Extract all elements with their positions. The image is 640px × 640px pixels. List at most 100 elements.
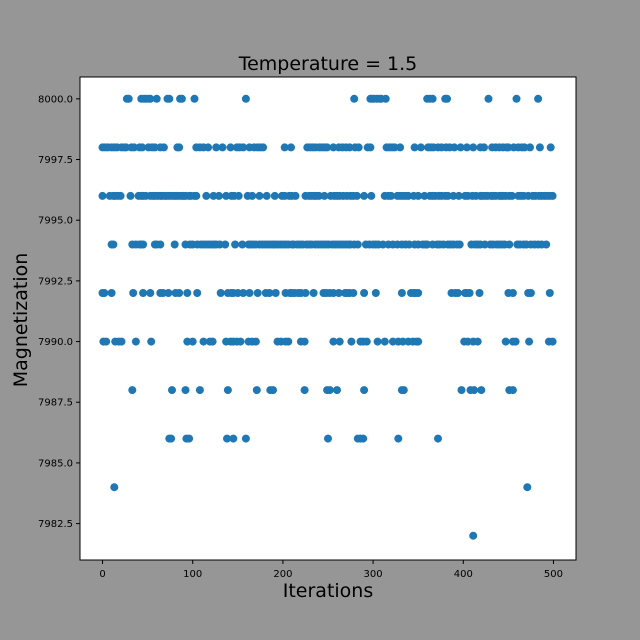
data-point bbox=[270, 191, 279, 200]
data-point bbox=[366, 143, 375, 152]
data-point bbox=[454, 191, 463, 200]
data-point bbox=[542, 240, 551, 249]
data-point bbox=[508, 289, 517, 297]
y-tick-label: 7985.0 bbox=[38, 458, 73, 469]
data-point bbox=[165, 94, 174, 103]
data-point bbox=[164, 289, 173, 297]
data-point bbox=[291, 191, 300, 200]
x-axis-ticks: 0 100 200 300 400 500 bbox=[99, 560, 563, 580]
data-point bbox=[156, 240, 165, 249]
data-point bbox=[216, 289, 225, 297]
data-point bbox=[223, 434, 231, 443]
data-point bbox=[241, 94, 250, 103]
data-point bbox=[473, 337, 482, 346]
data-point bbox=[229, 434, 238, 443]
data-point bbox=[168, 386, 176, 395]
data-point bbox=[252, 386, 261, 395]
y-tick-label: 7997.5 bbox=[38, 155, 73, 166]
data-point bbox=[193, 289, 202, 297]
data-point bbox=[271, 289, 280, 297]
data-point bbox=[360, 386, 369, 395]
data-point bbox=[548, 337, 557, 346]
data-point bbox=[221, 240, 230, 249]
data-point bbox=[223, 386, 232, 395]
y-tick-label: 7990.0 bbox=[38, 337, 73, 348]
data-point bbox=[146, 94, 155, 103]
x-tick-label: 200 bbox=[273, 569, 292, 580]
data-point bbox=[545, 289, 554, 297]
data-point bbox=[284, 337, 293, 346]
data-point bbox=[371, 289, 380, 297]
data-point bbox=[167, 434, 176, 443]
data-point bbox=[396, 143, 405, 152]
x-tick-label: 300 bbox=[364, 569, 383, 580]
data-point bbox=[399, 386, 408, 395]
x-axis-label: Iterations bbox=[283, 580, 374, 602]
data-point bbox=[287, 143, 295, 152]
data-point bbox=[231, 240, 240, 249]
data-point bbox=[117, 337, 126, 346]
data-point bbox=[456, 143, 465, 152]
data-point bbox=[380, 337, 389, 346]
x-tick-label: 100 bbox=[183, 569, 202, 580]
y-tick-label: 7987.5 bbox=[38, 398, 73, 409]
data-point bbox=[359, 434, 368, 443]
chart-title: Temperature = 1.5 bbox=[238, 53, 418, 75]
data-point bbox=[255, 191, 264, 200]
data-point bbox=[477, 386, 486, 395]
data-point bbox=[234, 191, 243, 200]
data-point bbox=[110, 483, 119, 492]
data-point bbox=[428, 94, 437, 103]
data-point bbox=[129, 289, 138, 297]
data-point bbox=[394, 434, 403, 443]
data-point bbox=[214, 191, 223, 200]
data-point bbox=[170, 240, 179, 249]
data-point bbox=[239, 143, 248, 152]
data-point bbox=[152, 94, 161, 103]
data-point bbox=[525, 337, 534, 346]
data-point bbox=[262, 191, 271, 200]
x-tick-label: 400 bbox=[454, 569, 473, 580]
data-point bbox=[100, 289, 109, 297]
data-point bbox=[212, 143, 221, 152]
data-point bbox=[188, 337, 197, 346]
data-point bbox=[102, 337, 111, 346]
data-point bbox=[511, 337, 520, 346]
data-point bbox=[126, 191, 135, 200]
data-point bbox=[300, 386, 309, 395]
data-point bbox=[535, 143, 544, 152]
data-point bbox=[146, 289, 155, 297]
data-point bbox=[107, 289, 116, 297]
data-point bbox=[175, 143, 184, 152]
data-point bbox=[325, 386, 334, 395]
data-point bbox=[251, 337, 260, 346]
data-point bbox=[362, 337, 371, 346]
data-point bbox=[465, 289, 474, 297]
data-point bbox=[300, 337, 309, 346]
data-point bbox=[345, 143, 354, 152]
y-axis-label: Magnetization bbox=[10, 253, 32, 388]
data-point bbox=[131, 337, 140, 346]
data-point bbox=[245, 289, 254, 297]
data-point bbox=[457, 386, 466, 395]
data-point bbox=[98, 191, 107, 200]
data-point bbox=[190, 94, 199, 103]
data-point bbox=[138, 143, 147, 152]
data-point bbox=[280, 143, 289, 152]
data-point bbox=[323, 143, 332, 152]
data-point bbox=[443, 94, 451, 103]
data-point bbox=[450, 143, 459, 152]
data-point bbox=[414, 289, 423, 297]
data-point bbox=[349, 289, 358, 297]
data-point bbox=[265, 289, 274, 297]
data-point bbox=[443, 191, 452, 200]
data-point bbox=[410, 143, 419, 152]
data-point bbox=[353, 240, 362, 249]
data-point bbox=[333, 386, 341, 395]
data-point bbox=[185, 434, 194, 443]
data-point bbox=[309, 289, 318, 297]
data-point bbox=[116, 191, 125, 200]
data-point bbox=[241, 434, 250, 443]
data-point bbox=[301, 289, 310, 297]
